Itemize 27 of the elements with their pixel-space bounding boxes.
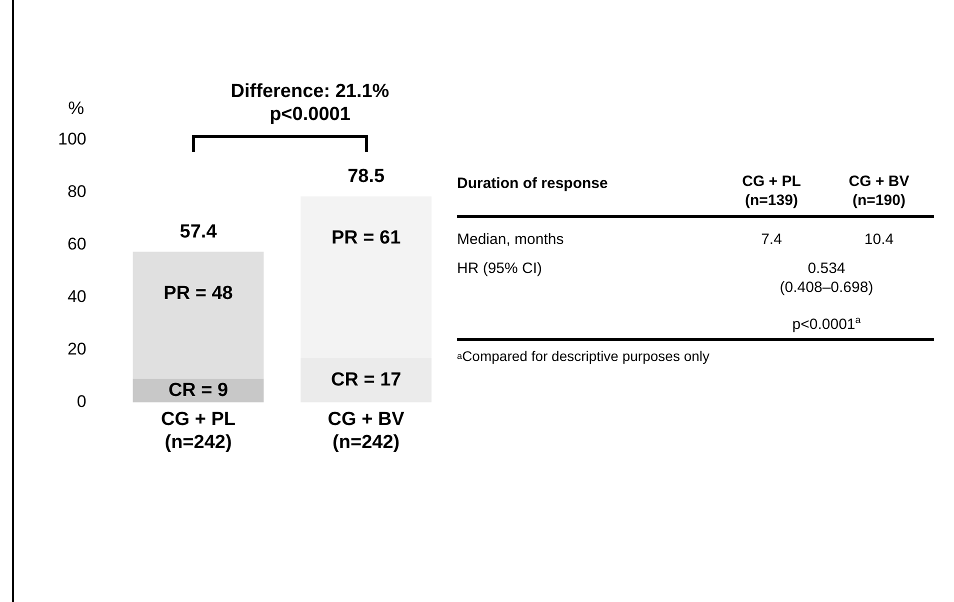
- x-tick-label: CG + BV (n=242): [328, 409, 405, 453]
- text: CG + BV (n=190): [848, 172, 910, 210]
- text: 7.4: [760, 230, 783, 249]
- text: 10.4: [863, 230, 895, 249]
- y-tick-label: 60: [67, 234, 86, 254]
- x-tick-label: CG + PL (n=242): [161, 409, 236, 453]
- text: p<0.0001$^{a}$: [791, 314, 862, 334]
- y-tick-label: 80: [67, 182, 86, 202]
- text: $^{a}$Compared for descriptive purposes only: [457, 347, 711, 366]
- text: Difference: 21.1% p<0.0001: [230, 80, 390, 126]
- text: CG + PL (n=139): [741, 172, 802, 210]
- y-tick-label: 0: [76, 392, 86, 412]
- data-label: PR = 48: [164, 283, 233, 304]
- data-label: PR = 61: [331, 228, 402, 249]
- y-tick-label: 100: [58, 130, 86, 149]
- data-label: CR = 17: [330, 369, 402, 390]
- total-label: 78.5: [348, 166, 386, 188]
- total-label: 57.4: [180, 222, 218, 243]
- text: 0.534 (0.408–0.698): [778, 259, 874, 297]
- y-tick-label: 20: [67, 340, 86, 359]
- data-label: CR = 9: [168, 380, 228, 401]
- y-axis-title: %: [68, 98, 84, 118]
- bar: [132, 252, 264, 379]
- text: Duration of response: [457, 174, 609, 194]
- text: Median, months: [457, 230, 565, 249]
- text: HR (95% CI): [457, 259, 544, 279]
- y-tick-label: 40: [67, 287, 86, 306]
